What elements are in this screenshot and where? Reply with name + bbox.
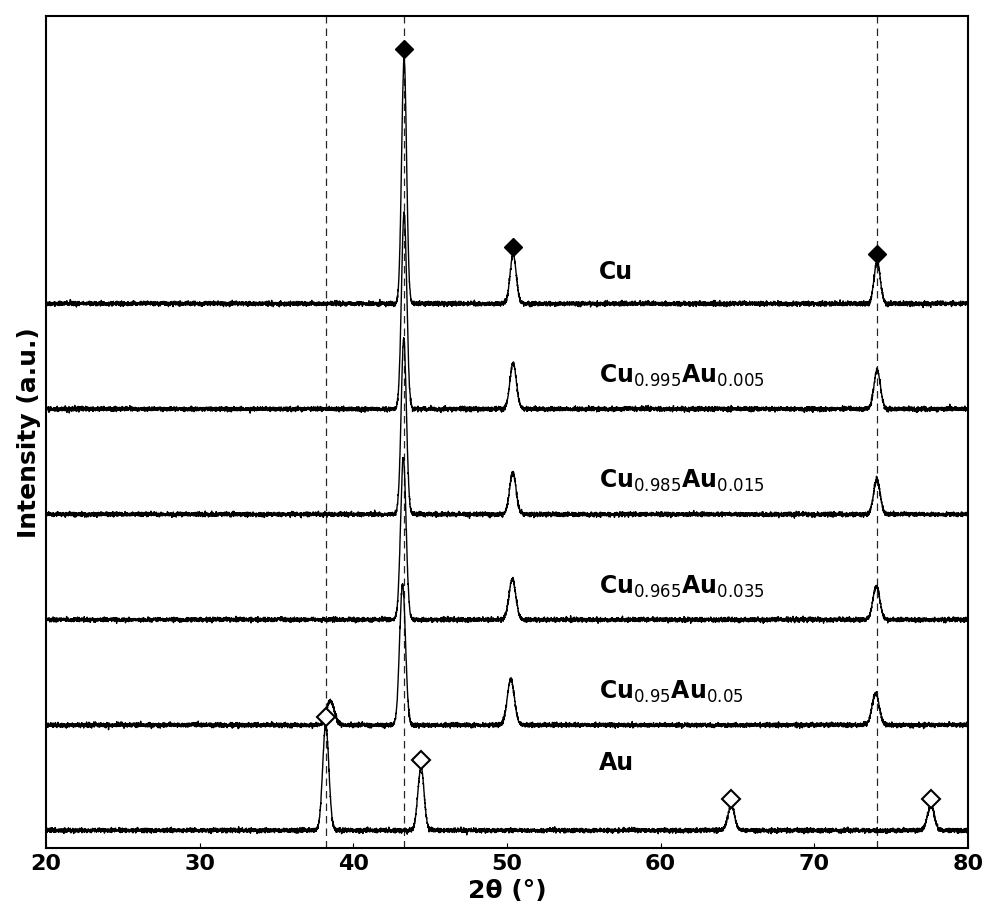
Text: Cu$_{0.965}$Au$_{0.035}$: Cu$_{0.965}$Au$_{0.035}$ <box>599 573 765 599</box>
Text: Cu: Cu <box>599 259 633 283</box>
Text: Cu$_{0.995}$Au$_{0.005}$: Cu$_{0.995}$Au$_{0.005}$ <box>599 362 765 389</box>
Text: Au: Au <box>599 750 634 775</box>
Y-axis label: Intensity (a.u.): Intensity (a.u.) <box>17 327 41 538</box>
Text: Cu$_{0.95}$Au$_{0.05}$: Cu$_{0.95}$Au$_{0.05}$ <box>599 678 744 704</box>
X-axis label: 2θ (°): 2θ (°) <box>468 879 546 902</box>
Text: Cu$_{0.985}$Au$_{0.015}$: Cu$_{0.985}$Au$_{0.015}$ <box>599 468 765 494</box>
